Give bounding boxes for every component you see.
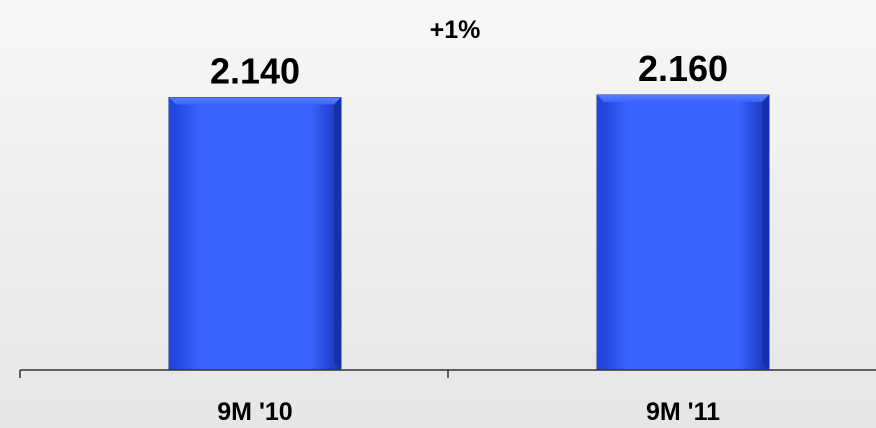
bar-value-label: 2.160 bbox=[638, 48, 728, 89]
bar bbox=[168, 97, 342, 371]
bar-group bbox=[168, 97, 342, 371]
bar-bevel-top bbox=[169, 97, 341, 105]
x-axis: 9M '10 9M '11 bbox=[19, 369, 876, 426]
x-tick-label: 9M '11 bbox=[646, 398, 720, 426]
bar-bevel-top bbox=[597, 95, 769, 102]
bar-group bbox=[596, 94, 770, 371]
bars-layer: 2.140 2.160 bbox=[168, 48, 770, 371]
bar-value-label: 2.140 bbox=[210, 51, 300, 92]
bar-bevel-left bbox=[169, 97, 176, 370]
x-tick-label: 9M '10 bbox=[217, 398, 292, 426]
bar-bevel-right bbox=[762, 95, 769, 370]
bar-bevel-left bbox=[597, 95, 604, 370]
growth-annotation: +1% bbox=[430, 16, 481, 44]
bar bbox=[596, 94, 770, 371]
bar-bevel-right bbox=[334, 97, 341, 370]
